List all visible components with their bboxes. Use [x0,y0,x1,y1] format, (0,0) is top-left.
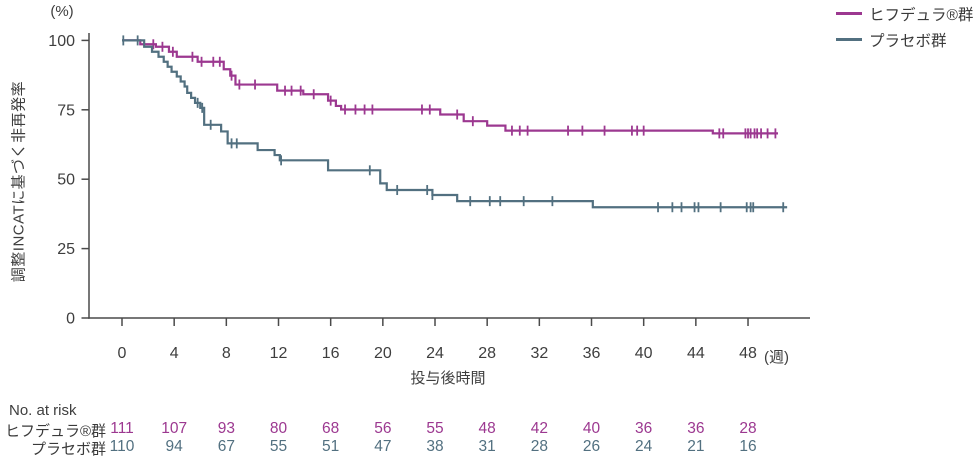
x-tick-label: 36 [583,345,601,362]
x-tick-label: 8 [222,345,231,362]
risk-value: 48 [478,420,496,437]
hifdura-line-swatch-icon [836,12,862,15]
x-tick-label: 16 [322,345,340,362]
risk-value: 38 [426,438,444,455]
legend: ヒフデュラ®群 プラセボ群 [836,0,973,52]
y-tick-label: 100 [48,33,75,50]
x-tick-label: 4 [170,345,179,362]
risk-value: 31 [478,438,496,455]
placebo-line-swatch-icon [836,38,862,41]
x-tick-label: 48 [739,345,757,362]
risk-value: 93 [217,420,235,437]
risk-row-label-placebo: プラセボ群 [30,441,106,458]
risk-value: 107 [161,420,188,437]
risk-value: 16 [739,438,757,455]
y-tick-label: 25 [57,241,75,258]
risk-value: 24 [635,438,653,455]
legend-label-hifdura: ヒフデュラ®群 [869,7,973,24]
km-curve-placebo [122,39,788,209]
x-tick-label: 24 [426,345,444,362]
x-tick-label: 32 [530,345,548,362]
legend-item-placebo: プラセボ群 [836,26,973,52]
risk-value: 68 [322,420,340,437]
legend-item-hifdura: ヒフデュラ®群 [836,0,973,26]
x-tick-label: 20 [374,345,392,362]
risk-value: 55 [269,438,288,455]
y-axis-title: 調整INCATに基づく非再発率 [10,80,28,283]
x-axis-unit-label: (週) [764,349,789,366]
risk-value: 67 [217,438,235,455]
risk-value: 51 [322,438,340,455]
x-tick-label: 0 [118,345,127,362]
risk-value: 47 [374,438,392,455]
risk-value: 36 [635,420,653,437]
risk-value: 55 [426,420,444,437]
y-tick-label: 0 [66,311,75,328]
x-axis-title: 投与後時間 [410,370,486,387]
y-axis-unit-label: (%) [50,3,74,20]
risk-value: 80 [269,420,288,437]
y-tick-label: 75 [57,102,75,119]
risk-value: 94 [165,438,183,455]
risk-row-label-hifdura: ヒフデュラ®群 [4,423,106,440]
risk-value: 110 [109,438,135,455]
risk-value: 28 [739,420,757,437]
x-tick-label: 44 [687,345,705,362]
x-tick-label: 12 [270,345,288,362]
risk-value: 40 [582,420,601,437]
risk-value: 28 [530,438,548,455]
risk-value: 111 [110,420,134,437]
y-tick-label: 50 [57,172,75,189]
km-curve-hifdura [122,39,779,135]
x-tick-label: 40 [635,345,653,362]
risk-value: 26 [582,438,601,455]
risk-value: 36 [687,420,705,437]
risk-value: 56 [374,420,392,437]
risk-value: 21 [687,438,705,455]
risk-table-header: No. at risk [9,402,77,419]
legend-label-placebo: プラセボ群 [869,33,947,50]
risk-value: 42 [530,420,548,437]
x-tick-label: 28 [478,345,496,362]
